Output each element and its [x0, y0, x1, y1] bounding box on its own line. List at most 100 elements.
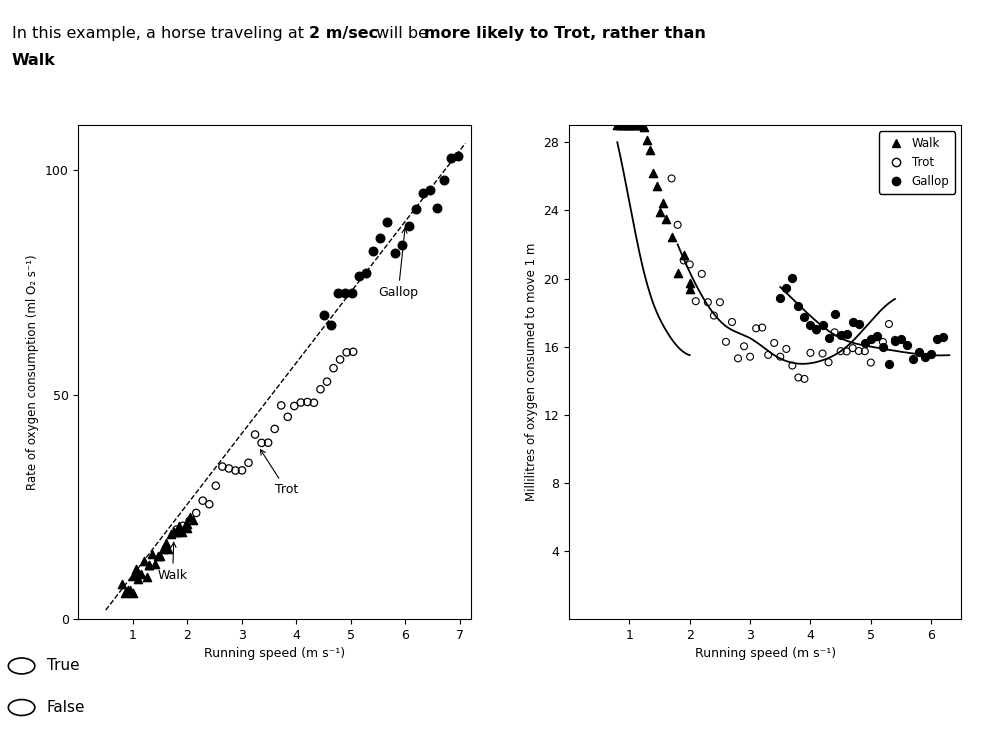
Point	[195, 495, 211, 506]
Point	[618, 119, 634, 131]
Point	[201, 498, 217, 510]
X-axis label: Running speed (m s⁻¹): Running speed (m s⁻¹)	[204, 647, 345, 660]
Point	[936, 331, 952, 343]
Point	[881, 359, 897, 371]
Point	[814, 319, 830, 331]
Point	[785, 360, 800, 371]
Point	[176, 520, 191, 531]
Point	[724, 316, 740, 328]
Point	[851, 345, 866, 357]
Point	[779, 343, 795, 354]
Point	[622, 119, 638, 131]
Point	[215, 461, 231, 472]
Point	[887, 335, 903, 346]
Point	[797, 373, 812, 385]
Point	[779, 282, 795, 294]
Point	[706, 310, 722, 321]
Point	[905, 353, 921, 365]
Point	[443, 153, 459, 164]
Point	[676, 254, 692, 266]
Point	[114, 578, 129, 590]
Point	[625, 119, 641, 131]
Point	[326, 363, 341, 374]
Point	[188, 507, 204, 519]
Y-axis label: Millilitres of oxygen consumed to move 1 m: Millilitres of oxygen consumed to move 1…	[525, 243, 538, 501]
Point	[682, 283, 697, 295]
Point	[345, 346, 361, 357]
Point	[450, 150, 466, 162]
Text: In this example, a horse traveling at: In this example, a horse traveling at	[12, 26, 309, 41]
Point	[221, 463, 236, 475]
Point	[337, 287, 353, 299]
Point	[808, 323, 824, 335]
Point	[676, 249, 692, 261]
Point	[166, 526, 181, 538]
Point	[863, 357, 879, 368]
Point	[833, 329, 849, 341]
Point	[760, 349, 776, 361]
Point	[814, 348, 830, 360]
Point	[172, 520, 187, 532]
Point	[152, 551, 168, 562]
Point	[316, 310, 332, 321]
Point	[366, 245, 382, 257]
Point	[833, 345, 849, 357]
Point	[821, 332, 837, 343]
Point	[286, 400, 302, 412]
Point	[637, 122, 652, 133]
Point	[169, 524, 184, 536]
Text: 2 m/sec: 2 m/sec	[309, 26, 378, 41]
Point	[408, 203, 424, 215]
Point	[422, 184, 438, 196]
Point	[664, 231, 680, 243]
Point	[670, 219, 686, 231]
Point	[631, 119, 646, 131]
Text: will be: will be	[371, 26, 433, 41]
Point	[754, 321, 770, 333]
Point	[839, 328, 854, 340]
Point	[274, 399, 289, 411]
Point	[267, 423, 283, 435]
Point	[802, 319, 818, 331]
Point	[387, 248, 402, 259]
Point	[430, 202, 445, 214]
Point	[175, 526, 190, 538]
Point	[144, 548, 160, 560]
Point	[682, 259, 697, 270]
Point	[155, 542, 171, 554]
Point	[682, 277, 697, 289]
Point	[791, 300, 806, 312]
Point	[351, 270, 367, 282]
Point	[688, 296, 703, 307]
Point	[700, 296, 716, 308]
Point	[161, 543, 177, 555]
Point	[622, 119, 638, 131]
Point	[875, 336, 891, 348]
Text: Walk: Walk	[158, 542, 187, 581]
Point	[736, 340, 751, 352]
Text: Walk: Walk	[12, 53, 56, 68]
Text: True: True	[47, 658, 79, 674]
Point	[612, 119, 628, 131]
Point	[857, 337, 873, 349]
Point	[228, 464, 243, 476]
Point	[730, 352, 746, 364]
Point	[772, 292, 788, 304]
Point	[181, 515, 197, 527]
Point	[401, 220, 417, 231]
Point	[380, 216, 395, 228]
Point	[609, 119, 625, 131]
Point	[845, 316, 860, 328]
Point	[766, 337, 782, 349]
Point	[893, 333, 908, 345]
Point	[839, 346, 854, 357]
Point	[851, 318, 866, 329]
Point	[415, 186, 431, 198]
Point	[138, 571, 154, 583]
Point	[373, 232, 388, 244]
Point	[158, 537, 174, 548]
Point	[640, 134, 655, 146]
Point	[648, 181, 664, 192]
Point	[808, 324, 824, 336]
Point	[393, 239, 409, 251]
